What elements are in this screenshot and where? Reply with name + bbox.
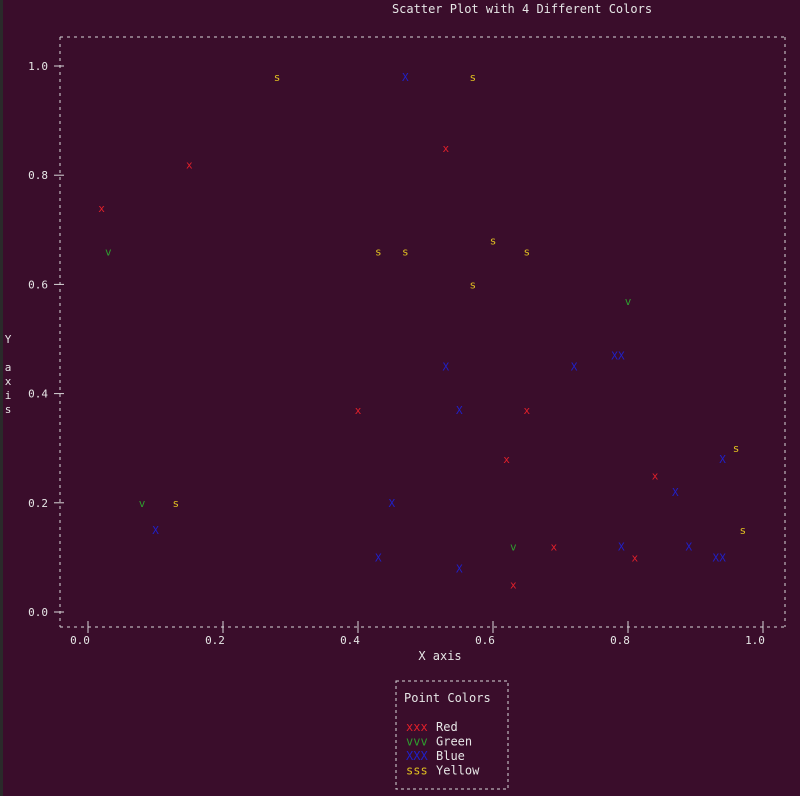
point-blue: X: [685, 540, 692, 553]
point-red: x: [652, 470, 659, 483]
point-red: x: [503, 453, 510, 466]
x-axis-label: X axis: [418, 649, 461, 663]
point-yellow: s: [172, 497, 179, 510]
x-tick-label: 1.0: [745, 634, 765, 647]
legend-label-blue: Blue: [436, 749, 465, 763]
y-tick-label: 0.6: [28, 278, 48, 291]
point-yellow: s: [469, 71, 476, 84]
point-blue: X: [402, 71, 409, 84]
y-axis-label-char: s: [5, 403, 12, 416]
point-green: v: [625, 295, 632, 308]
x-tick-label: 0.0: [70, 634, 90, 647]
point-red: x: [631, 551, 638, 564]
point-blue: X: [719, 453, 726, 466]
y-axis-label-char: x: [5, 375, 12, 388]
y-tick-label: 0.8: [28, 169, 48, 182]
point-green: v: [510, 540, 517, 553]
terminal-left-edge: [0, 0, 3, 796]
point-green: v: [139, 497, 146, 510]
point-blue: X: [152, 524, 159, 537]
point-blue: X: [611, 349, 618, 362]
point-yellow: s: [402, 246, 409, 259]
point-red: x: [355, 404, 362, 417]
y-tick-label: 1.0: [28, 60, 48, 73]
legend-title: Point Colors: [404, 691, 491, 705]
point-yellow: s: [274, 71, 281, 84]
point-yellow: s: [733, 442, 740, 455]
point-yellow: s: [375, 246, 382, 259]
point-red: x: [442, 142, 449, 155]
point-blue: X: [618, 540, 625, 553]
point-blue: X: [571, 360, 578, 373]
y-tick-label: 0.2: [28, 497, 48, 510]
y-tick-label: 0.4: [28, 388, 48, 401]
y-axis-label-char: i: [5, 389, 12, 402]
point-blue: X: [388, 497, 395, 510]
legend-marker-red: xxx: [406, 720, 428, 734]
point-blue: X: [375, 551, 382, 564]
x-tick-label: 0.6: [475, 634, 495, 647]
y-tick-label: 0.0: [28, 606, 48, 619]
point-red: x: [550, 540, 557, 553]
x-tick-label: 0.2: [205, 634, 225, 647]
point-red: x: [523, 404, 530, 417]
point-blue: X: [456, 562, 463, 575]
point-yellow: s: [490, 235, 497, 248]
point-blue: X: [442, 360, 449, 373]
y-axis-label-char: Y: [5, 333, 12, 346]
point-yellow: s: [739, 524, 746, 537]
legend-marker-yellow: sss: [406, 764, 428, 778]
point-yellow: s: [523, 246, 530, 259]
legend-label-red: Red: [436, 720, 458, 734]
legend-marker-green: vvv: [406, 735, 428, 749]
point-blue: X: [719, 551, 726, 564]
chart-title: Scatter Plot with 4 Different Colors: [392, 2, 652, 16]
x-tick-label: 0.8: [610, 634, 630, 647]
point-blue: X: [456, 404, 463, 417]
legend-box: [395, 680, 509, 790]
legend-label-yellow: Yellow: [436, 764, 480, 778]
point-blue: X: [672, 486, 679, 499]
x-tick-label: 0.4: [340, 634, 360, 647]
y-axis-label-char: a: [5, 361, 12, 374]
point-blue: X: [618, 349, 625, 362]
point-red: x: [510, 579, 517, 592]
point-yellow: s: [469, 278, 476, 291]
point-blue: X: [712, 551, 719, 564]
point-red: x: [186, 158, 193, 171]
legend-marker-blue: XXX: [406, 749, 428, 763]
point-red: x: [98, 202, 105, 215]
legend-label-green: Green: [436, 735, 472, 749]
point-green: v: [105, 246, 112, 259]
